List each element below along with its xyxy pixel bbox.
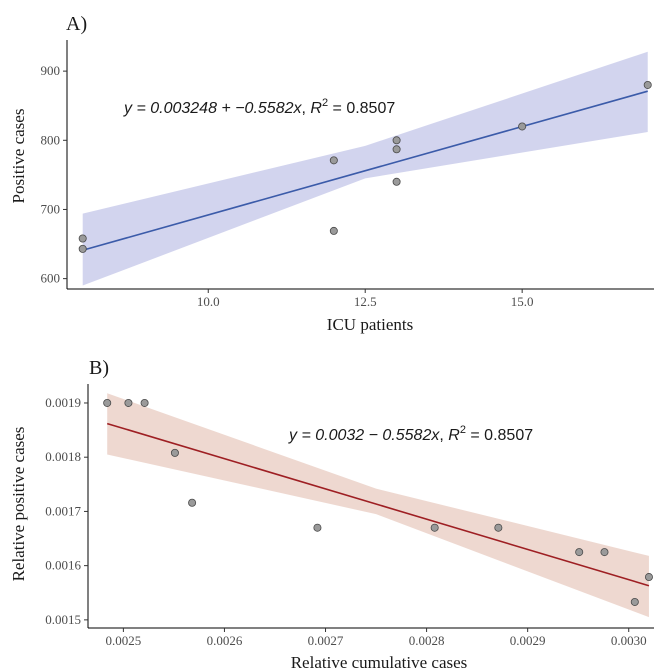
panel-b-x-tick-label: 0.0028 xyxy=(409,633,445,648)
panel-b-y-ticks: 0.0015 0.0016 0.0017 0.0018 0.0019 xyxy=(45,395,88,627)
panel-a-point-5 xyxy=(392,136,401,145)
panel-b-x-tick-label: 0.0030 xyxy=(611,633,647,648)
panel-a-y-tick-label: 700 xyxy=(41,201,61,216)
panel-b-y-tick-label: 0.0018 xyxy=(45,449,81,464)
panel-a-point-2 xyxy=(78,244,87,253)
panel-a-y-tick-label: 600 xyxy=(41,271,61,286)
panel-a-label: A) xyxy=(66,13,87,35)
panel-b-y-tick-label: 0.0017 xyxy=(45,503,81,518)
panel-a-point-3 xyxy=(329,156,338,165)
panel-a-point-1 xyxy=(78,234,87,243)
panel-a: A) 600 700 800 900 10.0 12.5 15.0 y = 0.00324… xyxy=(9,13,654,334)
panel-b-point-11 xyxy=(630,597,639,606)
panel-b-fit-line xyxy=(106,422,650,587)
panel-a-y-tick-label: 900 xyxy=(41,63,61,78)
panel-a-point-7 xyxy=(392,177,401,186)
panel-a-point-9 xyxy=(643,80,652,89)
panel-a-confidence-band xyxy=(82,51,648,286)
panel-a-x-tick-label: 12.5 xyxy=(354,294,377,309)
panel-a-equation: y = 0.003248 + −0.5582x, R2 = 0.8507 xyxy=(123,97,395,117)
panel-b-x-ticks: 0.0025 0.0026 0.0027 0.0028 0.0029 0.0030 xyxy=(106,628,647,648)
panel-a-points xyxy=(78,80,652,253)
panel-b-point-12 xyxy=(644,573,653,582)
panel-b: B) 0.0015 0.0016 0.0017 0.0018 0.0019 0.0025… xyxy=(9,357,654,672)
panel-b-point-6 xyxy=(313,523,322,532)
panel-b-x-tick-label: 0.0027 xyxy=(308,633,344,648)
panel-b-y-tick-label: 0.0019 xyxy=(45,395,81,410)
panel-b-y-label: Relative positive cases xyxy=(9,427,28,582)
panel-b-x-tick-label: 0.0025 xyxy=(106,633,142,648)
panel-b-point-10 xyxy=(600,548,609,557)
panel-a-point-6 xyxy=(392,145,401,154)
panel-b-x-tick-label: 0.0026 xyxy=(207,633,243,648)
panel-b-point-4 xyxy=(170,448,179,457)
panel-b-point-3 xyxy=(140,398,149,407)
panel-a-fit-line xyxy=(82,90,648,252)
panel-b-label: B) xyxy=(89,357,109,379)
panel-b-point-7 xyxy=(430,523,439,532)
panel-b-point-9 xyxy=(575,548,584,557)
panel-a-point-8 xyxy=(518,122,527,131)
panel-a-x-tick-label: 10.0 xyxy=(197,294,220,309)
panel-a-y-label: Positive cases xyxy=(9,109,28,204)
panel-b-point-1 xyxy=(103,398,112,407)
panel-b-point-8 xyxy=(494,523,503,532)
panel-b-x-tick-label: 0.0029 xyxy=(510,633,546,648)
panel-b-y-tick-label: 0.0015 xyxy=(45,612,81,627)
panel-a-x-label: ICU patients xyxy=(327,315,413,334)
panel-b-point-2 xyxy=(124,398,133,407)
panel-a-y-ticks: 600 700 800 900 xyxy=(41,63,67,286)
panel-b-points xyxy=(103,398,653,606)
panel-a-x-ticks: 10.0 12.5 15.0 xyxy=(197,289,534,309)
panel-b-point-5 xyxy=(188,498,197,507)
panel-b-x-label: Relative cumulative cases xyxy=(291,653,468,672)
panel-a-point-4 xyxy=(329,226,338,235)
panel-a-x-tick-label: 15.0 xyxy=(511,294,534,309)
panel-a-y-tick-label: 800 xyxy=(41,132,61,147)
panel-b-equation: y = 0.0032 − 0.5582x, R2 = 0.8507 xyxy=(288,424,533,444)
panel-b-y-tick-label: 0.0016 xyxy=(45,558,81,573)
